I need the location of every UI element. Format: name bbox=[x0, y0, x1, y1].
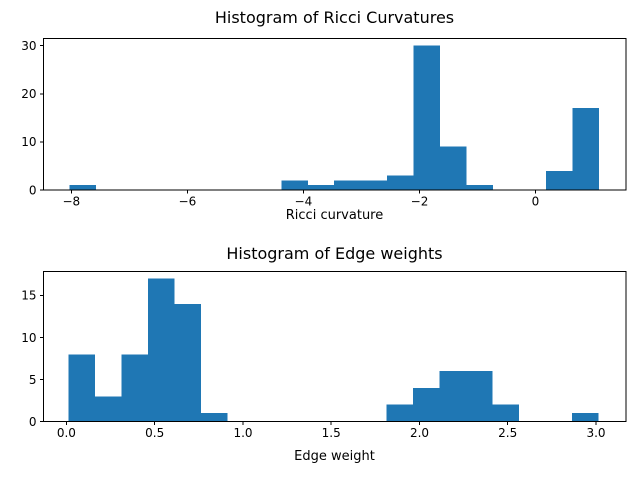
x-tick-label: 1.5 bbox=[322, 426, 341, 440]
y-tick-label: 30 bbox=[21, 39, 36, 53]
histogram-bar bbox=[201, 413, 228, 422]
histogram-bar bbox=[174, 303, 202, 422]
histogram-bar bbox=[492, 404, 519, 422]
axes-frame bbox=[43, 38, 627, 191]
histogram-bar bbox=[307, 185, 335, 190]
histogram-bar bbox=[148, 278, 175, 422]
histogram-bar bbox=[360, 180, 388, 190]
histogram-bar bbox=[386, 404, 413, 422]
histogram-bar bbox=[68, 354, 96, 422]
histogram-bar bbox=[571, 413, 599, 422]
histogram-bar bbox=[439, 371, 466, 422]
top-chart-xaxis-label: Ricci curvature bbox=[285, 208, 384, 223]
histogram-bar bbox=[466, 185, 493, 190]
y-tick-label: 5 bbox=[29, 373, 37, 387]
x-tick-label: 1.0 bbox=[233, 426, 252, 440]
x-tick-label: −2 bbox=[411, 195, 429, 209]
bottom-chart-xaxis-label: Edge weight bbox=[294, 449, 375, 464]
bottom-chart-title: Histogram of Edge weights bbox=[226, 244, 443, 263]
x-tick-label: 3.0 bbox=[586, 426, 605, 440]
axes-frame bbox=[43, 271, 627, 422]
y-tick-label: 20 bbox=[21, 87, 36, 101]
histogram-bar bbox=[281, 180, 308, 190]
histogram-bar bbox=[121, 354, 149, 422]
histogram-bar bbox=[412, 387, 440, 422]
x-tick-label: 2.5 bbox=[498, 426, 517, 440]
histogram-bar bbox=[440, 146, 467, 190]
x-tick-label: −6 bbox=[179, 195, 197, 209]
histogram-bar bbox=[465, 371, 493, 422]
top-chart-title: Histogram of Ricci Curvatures bbox=[214, 8, 455, 27]
y-tick-label: 10 bbox=[21, 135, 36, 149]
histogram-bar bbox=[95, 396, 122, 422]
y-tick-label: 0 bbox=[29, 183, 37, 197]
y-tick-label: 0 bbox=[29, 415, 37, 429]
y-tick-label: 10 bbox=[21, 331, 36, 345]
histogram-bar bbox=[413, 45, 440, 191]
x-tick-label: −4 bbox=[295, 195, 313, 209]
histogram-bar bbox=[572, 108, 599, 190]
histogram-bar bbox=[69, 185, 97, 190]
x-tick-label: 2.0 bbox=[410, 426, 429, 440]
x-tick-label: 0.0 bbox=[57, 426, 76, 440]
x-tick-label: 0 bbox=[532, 195, 540, 209]
y-tick-label: 15 bbox=[21, 289, 36, 303]
histogram-bar bbox=[387, 175, 414, 190]
x-tick-label: 0.5 bbox=[145, 426, 164, 440]
histogram-bar bbox=[334, 180, 361, 190]
x-tick-label: −8 bbox=[62, 195, 80, 209]
histogram-bar bbox=[545, 170, 573, 190]
